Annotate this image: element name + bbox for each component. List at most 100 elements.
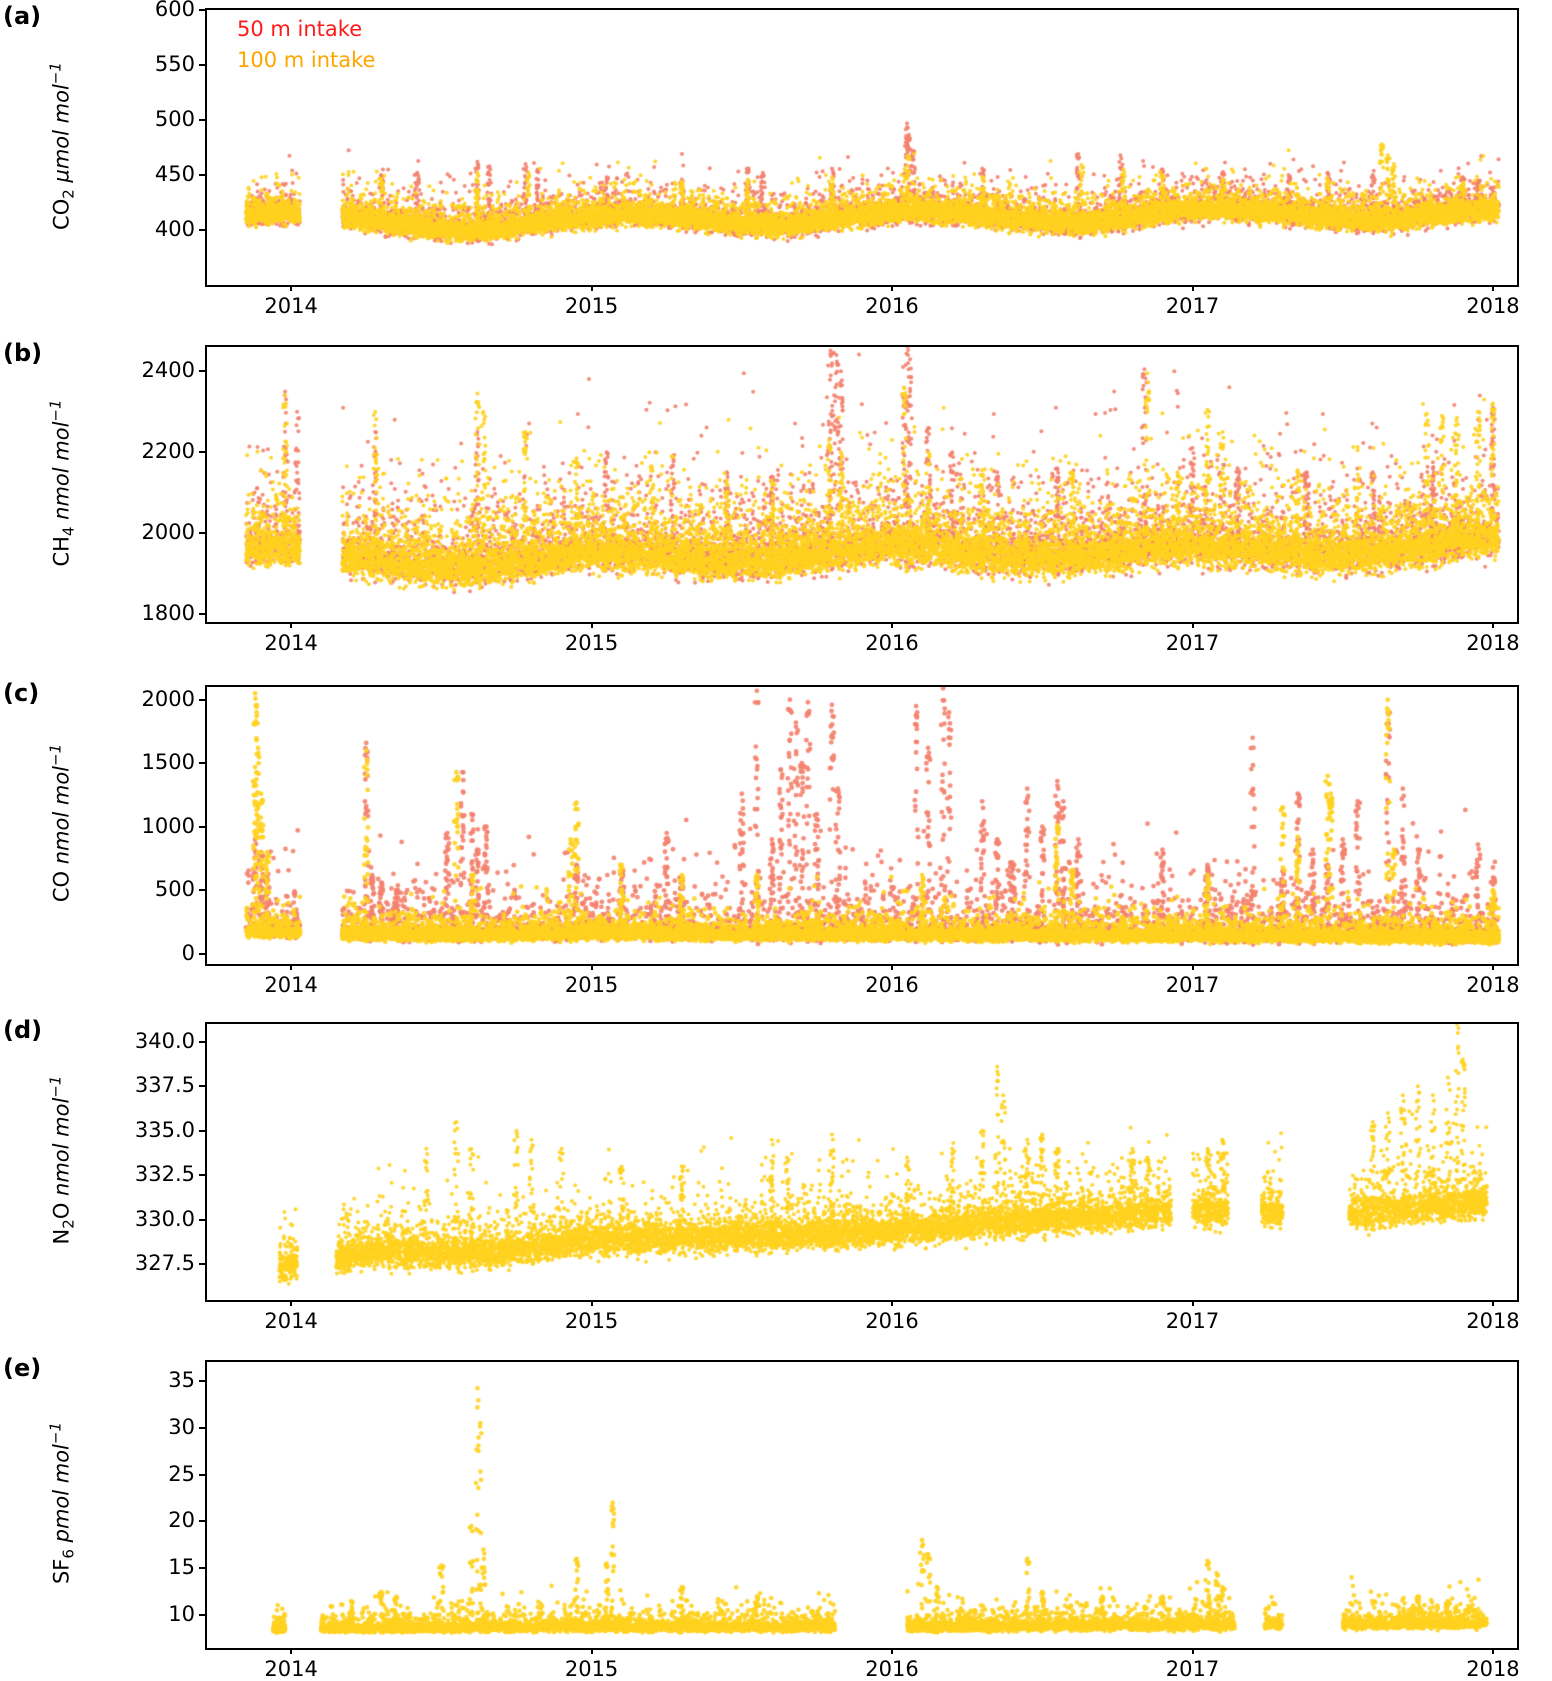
scatter-canvas-d: [207, 1024, 1517, 1300]
y-tick-label: 20: [168, 1508, 195, 1533]
y-tick-label: 2000: [141, 686, 195, 711]
panel-b: (b) CH4 nmol mol−1 2014 2015 2016 2017 2018 1…: [0, 339, 1552, 685]
y-tick-label: 0: [181, 940, 195, 965]
x-tick-mark: [1491, 1300, 1494, 1306]
y-tick-label: 550: [154, 52, 195, 76]
scatter-canvas-a: [207, 10, 1517, 285]
y-tick-label: 1000: [141, 813, 195, 838]
x-tick-label: 2016: [865, 631, 919, 655]
y-tick-mark: [199, 1218, 205, 1221]
y-tick-label: 450: [154, 162, 195, 186]
y-tick-mark: [199, 1129, 205, 1132]
x-tick-label: 2015: [564, 973, 619, 997]
y-tick-mark: [199, 1085, 205, 1088]
gas-name: CH: [49, 536, 74, 567]
plot-area-c: 2014 2015 2016 2017 2018 0 500 1000 1500 2000: [142, 685, 1520, 997]
y-tick-label: 332.5: [134, 1162, 195, 1187]
x-tick-label: 2015: [564, 1657, 619, 1681]
unit-exponent: −1: [46, 1075, 65, 1098]
y-tick-mark: [199, 1473, 205, 1476]
y-tick-label: 337.5: [134, 1073, 195, 1098]
panel-a: (a) CO2 µmol mol−1 50 m intake 100 m int…: [0, 0, 1552, 345]
y-tick-mark: [199, 762, 205, 765]
y-tick-label: 15: [168, 1555, 195, 1580]
x-tick-label: 2014: [264, 294, 318, 318]
y-tick-label: 2000: [141, 520, 195, 545]
x-tick-label: 2018: [1466, 294, 1520, 318]
y-axis-label-e: SF6 pmol mol−1: [46, 1422, 77, 1584]
x-tick-mark: [1491, 1648, 1494, 1654]
x-tick-mark: [1491, 285, 1494, 291]
y-tick-mark: [199, 532, 205, 535]
y-tick-label: 30: [168, 1414, 195, 1439]
unit-text: pmol mol: [49, 1444, 74, 1550]
unit-text: nmol mol: [49, 765, 74, 871]
x-tick-mark: [891, 622, 894, 628]
y-tick-mark: [199, 612, 205, 615]
x-tick-mark: [1191, 1648, 1194, 1654]
y-tick-mark: [199, 825, 205, 828]
panel-label-e: (e): [3, 1354, 42, 1382]
y-tick-mark: [199, 1426, 205, 1429]
gas-subscript: 2: [59, 1219, 78, 1229]
y-tick-mark: [199, 1567, 205, 1570]
gas-name: CO: [49, 870, 74, 903]
y-tick-mark: [199, 174, 205, 176]
gas-name: CO: [49, 198, 74, 230]
x-tick-mark: [290, 285, 293, 291]
y-tick-mark: [199, 698, 205, 701]
x-tick-mark: [891, 1300, 894, 1306]
x-tick-mark: [1191, 622, 1194, 628]
y-tick-label: 2400: [141, 358, 195, 383]
x-tick-label: 2014: [264, 973, 318, 997]
x-tick-label: 2016: [865, 1657, 919, 1681]
x-tick-mark: [290, 964, 293, 970]
gas-suffix: O: [49, 1202, 74, 1220]
plot-area-b: 2014 2015 2016 2017 2018 1800 2000 2200 2400: [142, 345, 1520, 655]
y-tick-mark: [199, 451, 205, 454]
x-tick-mark: [290, 1300, 293, 1306]
x-tick-label: 2016: [865, 973, 919, 997]
y-tick-label: 2200: [141, 439, 195, 464]
x-tick-label: 2017: [1165, 294, 1220, 318]
x-tick-mark: [290, 1648, 293, 1654]
x-tick-mark: [590, 622, 593, 628]
x-tick-mark: [891, 964, 894, 970]
x-tick-mark: [1491, 964, 1494, 970]
y-tick-mark: [199, 1263, 205, 1266]
y-axis-label-a: CO2 µmol mol−1: [46, 62, 77, 230]
x-tick-mark: [1191, 964, 1194, 970]
panel-label-b: (b): [3, 339, 43, 367]
y-tick-label: 35: [168, 1367, 195, 1392]
gas-subscript: 4: [59, 526, 78, 537]
y-tick-label: 500: [154, 877, 195, 902]
y-tick-mark: [199, 64, 205, 66]
x-tick-mark: [1191, 285, 1194, 291]
y-tick-mark: [199, 1614, 205, 1617]
y-tick-mark: [199, 229, 205, 231]
panel-label-c: (c): [3, 679, 40, 707]
panel-c: (c) CO nmol mol−1 2014 2015 2016 2017 2018 0 5…: [0, 679, 1552, 1022]
y-tick-mark: [199, 370, 205, 373]
y-tick-mark: [199, 1520, 205, 1523]
x-tick-label: 2017: [1165, 973, 1220, 997]
y-tick-mark: [199, 889, 205, 892]
legend-item-50m: 50 m intake: [237, 17, 363, 41]
x-tick-mark: [590, 1648, 593, 1654]
scatter-canvas-b: [207, 347, 1517, 622]
scatter-canvas-c: [207, 687, 1517, 964]
x-tick-label: 2014: [264, 631, 318, 655]
unit-text: µmol mol: [49, 84, 74, 190]
y-tick-label: 327.5: [134, 1251, 195, 1276]
y-tick-label: 400: [154, 217, 195, 241]
y-tick-mark: [199, 1040, 205, 1043]
y-tick-label: 330.0: [134, 1206, 195, 1231]
x-tick-label: 2017: [1165, 1657, 1220, 1681]
y-tick-label: 1800: [141, 600, 195, 625]
legend: 50 m intake 100 m intake: [237, 14, 375, 76]
gas-name: SF: [49, 1558, 74, 1585]
gas-subscript: 2: [59, 189, 78, 199]
plot-area-d: 2014 2015 2016 2017 2018 327.5 330.0 332.5 335.0…: [135, 1022, 1520, 1333]
x-tick-label: 2015: [564, 631, 619, 655]
